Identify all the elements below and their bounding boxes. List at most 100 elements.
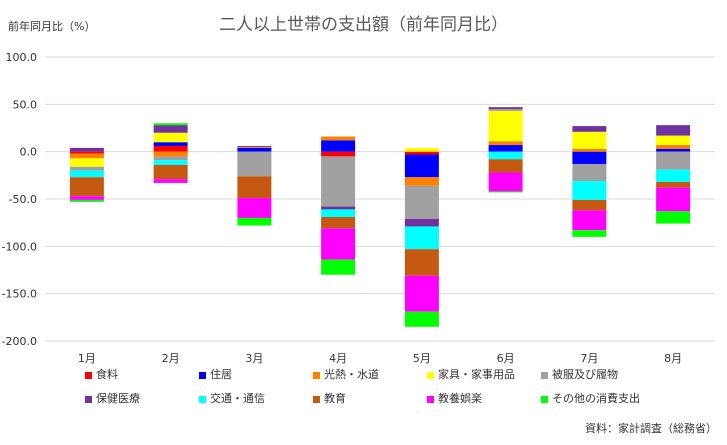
legend-label: 住居 (210, 368, 232, 381)
legend-item: 被服及び履物 (541, 366, 618, 382)
legend-swatch (199, 395, 206, 403)
bar-segment (572, 151, 607, 164)
bar-segment (153, 125, 188, 133)
source-note: 資料：家計調査（総務省） (585, 422, 717, 435)
bar-segment (572, 210, 607, 231)
y-tick-label: -150.0 (2, 288, 37, 301)
legend-item: 住居 (199, 366, 232, 382)
bar-segment (404, 177, 439, 186)
y-axis-ticks: 100.0 50.0 0.0 -50.0 -100.0 -150.0 -200.0 (2, 51, 37, 348)
legend-item: 食料 (85, 366, 118, 382)
x-axis-ticks: 1月 2月 3月 4月 5月 6月 7月 8月 (78, 352, 682, 365)
y-tick-label: 50.0 (13, 98, 38, 111)
bar-segment (321, 228, 356, 260)
bar-segment (404, 311, 439, 327)
bar-segment (69, 151, 104, 154)
gridlines (45, 56, 715, 342)
bar-segment (488, 151, 523, 160)
bar-segment (488, 107, 523, 110)
y-tick-label: 100.0 (6, 51, 38, 64)
bar-segment (656, 135, 691, 146)
y-tick-label: -50.0 (9, 193, 37, 206)
x-tick-label: 5月 (413, 352, 431, 365)
bar-segment (321, 151, 356, 157)
legend-item: 教育 (313, 390, 346, 406)
bar-segment (153, 123, 188, 126)
legend-swatch (427, 371, 434, 379)
legend-item: 交通・通信 (199, 390, 265, 406)
bar-segment (69, 166, 104, 171)
bar-segment (69, 158, 104, 167)
bar-segment (656, 187, 691, 212)
y-tick-label: -200.0 (2, 335, 37, 348)
bars (69, 107, 691, 327)
legend-item: その他の消費支出 (541, 390, 640, 406)
bar-segment (656, 125, 691, 136)
bar-segment (488, 141, 523, 146)
bar-segment (153, 145, 188, 152)
chart-title: 二人以上世帯の支出額（前年同月比） (219, 15, 508, 35)
bar-segment (237, 145, 272, 147)
legend-swatch (313, 395, 320, 403)
legend-item: 光熱・水道 (313, 366, 379, 382)
legend-label: 家具・家事用品 (438, 368, 515, 381)
bar-segment (321, 140, 356, 152)
y-axis-label: 前年同月比（%） (8, 20, 96, 33)
bar-segment (69, 147, 104, 152)
x-tick-label: 2月 (162, 352, 180, 365)
y-tick-label: 0.0 (20, 146, 38, 159)
legend-label: 保健医療 (96, 392, 140, 405)
bar-segment (404, 218, 439, 227)
bar-segment (321, 216, 356, 229)
bar-segment (153, 151, 188, 157)
legend-swatch (541, 371, 548, 379)
legend-swatch (85, 371, 92, 379)
bar-segment (69, 199, 104, 202)
bar-segment (572, 131, 607, 149)
bar-segment (572, 163, 607, 182)
bar-segment (656, 151, 691, 170)
bar-segment (321, 259, 356, 275)
legend-swatch (199, 371, 206, 379)
bar-segment (488, 110, 523, 142)
legend-label: 光熱・水道 (324, 368, 379, 381)
bar-segment (656, 148, 691, 152)
bar-segment (321, 209, 356, 217)
legend-item: 家具・家事用品 (427, 366, 515, 382)
legend-item: 教養娯楽 (427, 390, 482, 406)
x-tick-label: 4月 (329, 352, 347, 365)
bar-segment (153, 156, 188, 161)
bar-segment (404, 185, 439, 219)
legend-label: 交通・通信 (210, 392, 265, 405)
bar-segment (404, 226, 439, 250)
legend-label: その他の消費支出 (552, 392, 640, 405)
bar-segment (656, 169, 691, 182)
bar-segment (488, 145, 523, 152)
bar-segment (237, 198, 272, 218)
bar-segment (656, 145, 691, 149)
bar-segment (488, 109, 523, 111)
bar-segment (69, 177, 104, 197)
bar-segment (572, 199, 607, 211)
bar-segment (321, 136, 356, 141)
bar-segment (572, 230, 607, 237)
bar-segment (237, 151, 272, 177)
legend-label: 被服及び履物 (552, 368, 618, 381)
bar-segment (572, 148, 607, 152)
bar-segment (237, 217, 272, 226)
bar-segment (153, 164, 188, 180)
bar-segment (404, 275, 439, 312)
bar-segment (153, 160, 188, 165)
y-tick-label: -100.0 (2, 240, 37, 253)
legend-swatch (541, 395, 548, 403)
bar-segment (153, 179, 188, 183)
bar-segment (572, 181, 607, 200)
bar-segment (488, 159, 523, 173)
legend-swatch (85, 395, 92, 403)
bar-segment (237, 176, 272, 199)
x-tick-label: 8月 (664, 352, 682, 365)
bar-segment (237, 147, 272, 152)
bar-segment (572, 126, 607, 132)
legend-item: 保健医療 (85, 390, 140, 406)
